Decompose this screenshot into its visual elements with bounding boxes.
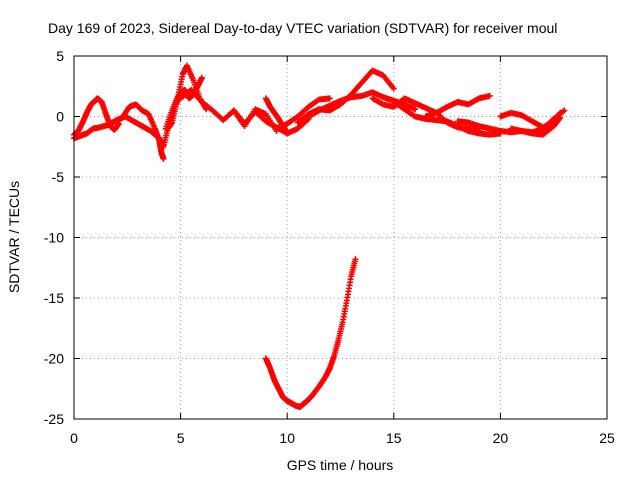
x-tick-label: 20 bbox=[493, 430, 509, 446]
y-tick-label: -15 bbox=[44, 290, 64, 306]
x-tick-label: 0 bbox=[70, 430, 78, 446]
y-tick-label: -25 bbox=[44, 411, 64, 427]
x-axis-label: GPS time / hours bbox=[287, 457, 394, 473]
series-arc-e bbox=[177, 86, 280, 135]
y-tick-label: -5 bbox=[52, 169, 65, 185]
y-tick-label: 0 bbox=[56, 109, 64, 125]
series-arc-c bbox=[113, 101, 167, 162]
series-arc-p bbox=[508, 114, 564, 138]
data-point bbox=[412, 106, 419, 113]
data-point bbox=[198, 74, 205, 81]
y-axis-label: SDTVAR / TECUs bbox=[6, 181, 22, 293]
data-point bbox=[326, 95, 333, 102]
series-arc-b bbox=[71, 74, 205, 150]
plot-frame bbox=[73, 55, 608, 420]
x-tick-label: 25 bbox=[599, 430, 615, 446]
series-arc-h bbox=[273, 95, 333, 132]
y-tick-label: 5 bbox=[56, 48, 64, 64]
x-tick-label: 5 bbox=[177, 430, 185, 446]
data-point bbox=[486, 92, 493, 99]
y-tick-label: -10 bbox=[44, 230, 64, 246]
data-point bbox=[160, 155, 167, 162]
data-point bbox=[390, 85, 397, 92]
data-point bbox=[352, 256, 359, 263]
data-point bbox=[284, 129, 291, 136]
chart-title: Day 169 of 2023, Sidereal Day-to-day VTE… bbox=[48, 20, 557, 36]
y-axis: -25 -20 -15 -10 -5 0 5 bbox=[44, 48, 607, 427]
y-tick-label: -20 bbox=[44, 351, 64, 367]
grid bbox=[74, 56, 607, 419]
x-axis: 0 5 10 15 20 25 bbox=[70, 56, 615, 446]
series-arc-q bbox=[262, 256, 359, 410]
x-tick-label: 15 bbox=[386, 430, 402, 446]
data-point bbox=[556, 115, 563, 122]
series-arc-j bbox=[305, 89, 419, 120]
x-tick-label: 10 bbox=[279, 430, 295, 446]
series-arc-m bbox=[422, 92, 493, 120]
data-point bbox=[557, 114, 564, 121]
series-arc-l bbox=[390, 98, 504, 138]
data-points bbox=[71, 62, 568, 410]
data-point bbox=[561, 107, 568, 114]
